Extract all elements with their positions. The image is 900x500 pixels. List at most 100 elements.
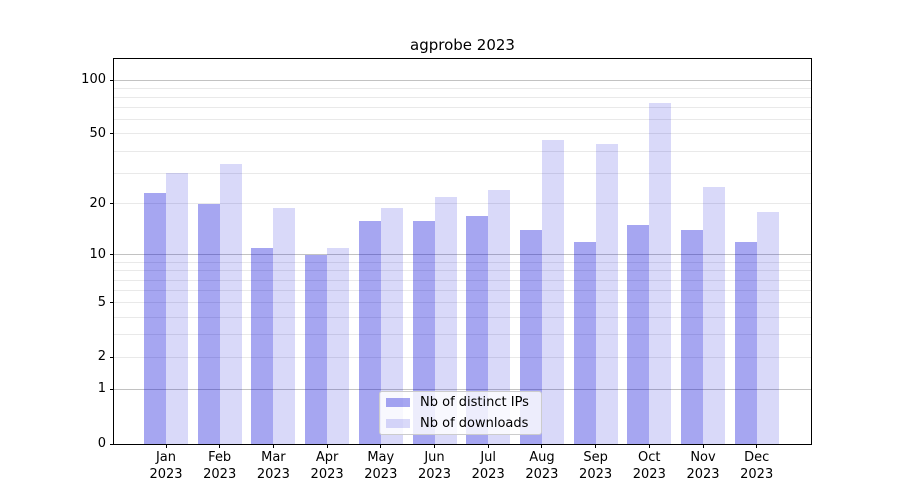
x-tick-label-oct: Oct 2023 [621, 450, 677, 483]
x-tick-label-jan: Jan 2023 [138, 450, 194, 483]
major-gridline-10 [114, 254, 811, 256]
bar-nb-of-downloads-may [380, 207, 403, 444]
x-tick-year: 2023 [525, 466, 559, 482]
minor-gridline-5 [114, 302, 811, 304]
bar-nb-of-distinct-ips-mar [251, 248, 274, 444]
x-tick-month: Jun [424, 450, 445, 465]
y-tick-label-10: 10 [89, 246, 106, 262]
minor-gridline-7 [114, 279, 811, 281]
x-tick-apr [326, 444, 328, 448]
x-tick-label-may: May 2023 [353, 450, 409, 483]
bar-nb-of-downloads-jul [488, 190, 511, 444]
bar-nb-of-distinct-ips-dec [734, 241, 757, 444]
x-tick-month: Apr [315, 450, 339, 465]
x-tick-year: 2023 [203, 466, 237, 482]
x-tick-year: 2023 [256, 466, 290, 482]
bar-nb-of-downloads-sep [595, 143, 618, 444]
x-tick-month: Nov [690, 450, 716, 465]
minor-gridline-6 [114, 290, 811, 292]
y-tick-label-2: 2 [97, 349, 106, 365]
legend-item-downloads: Nb of downloads [380, 415, 541, 433]
bar-nb-of-downloads-feb [219, 163, 242, 444]
minor-gridline-80 [114, 97, 811, 98]
minor-gridline-40 [114, 150, 811, 152]
x-tick-dec [756, 444, 758, 448]
y-tick-label-1: 1 [97, 381, 106, 397]
x-tick-jun [434, 444, 435, 448]
x-tick-year: 2023 [686, 466, 720, 482]
x-tick-may [380, 444, 382, 448]
y-tick-label-0: 0 [97, 436, 106, 451]
minor-gridline-70 [114, 107, 811, 109]
x-tick-year: 2023 [149, 466, 183, 482]
minor-gridline-50 [114, 133, 811, 135]
y-tick-label-100: 100 [81, 72, 106, 88]
bar-nb-of-distinct-ips-jul [466, 216, 489, 444]
x-tick-year: 2023 [310, 466, 344, 482]
legend-item-distinct-ips: Nb of distinct IPs [380, 394, 541, 412]
plot-frame [113, 58, 812, 445]
bar-nb-of-downloads-jun [434, 196, 457, 444]
y-tick-label-20: 20 [89, 195, 106, 211]
minor-gridline-4 [114, 316, 811, 318]
x-tick-label-dec: Dec 2023 [729, 450, 785, 483]
x-tick-year: 2023 [579, 466, 613, 482]
bar-nb-of-downloads-oct [649, 102, 672, 444]
bar-nb-of-downloads-jan [166, 173, 188, 444]
x-tick-year: 2023 [471, 466, 505, 482]
bar-nb-of-downloads-apr [327, 248, 350, 444]
y-tick-5 [110, 302, 114, 304]
x-tick-label-apr: Apr 2023 [299, 450, 355, 483]
bar-nb-of-distinct-ips-apr [305, 254, 328, 444]
y-tick-1 [110, 388, 114, 390]
x-tick-jul [487, 444, 489, 448]
x-tick-year: 2023 [632, 466, 666, 482]
legend-swatch-distinct-ips [386, 398, 410, 408]
x-tick-sep [595, 444, 597, 448]
y-tick-50 [110, 133, 114, 135]
x-tick-year: 2023 [740, 466, 774, 482]
y-tick-20 [110, 203, 114, 205]
major-gridline-100 [114, 79, 811, 81]
x-tick-year: 2023 [417, 466, 452, 482]
x-tick-label-jun: Jun 2023 [407, 450, 463, 483]
x-tick-aug [541, 444, 543, 448]
bar-nb-of-distinct-ips-oct [627, 225, 650, 444]
bar-nb-of-distinct-ips-jun [412, 220, 435, 444]
minor-gridline-8 [114, 270, 811, 272]
bar-nb-of-downloads-nov [703, 187, 725, 444]
y-tick-10 [110, 254, 114, 256]
x-tick-label-aug: Aug 2023 [514, 450, 570, 483]
bar-nb-of-downloads-dec [756, 211, 779, 444]
chart-title: agprobe 2023 [410, 36, 515, 54]
x-tick-feb [219, 444, 221, 448]
bar-nb-of-distinct-ips-feb [197, 203, 220, 444]
minor-gridline-2 [114, 356, 811, 358]
x-tick-month: Sep [583, 450, 608, 465]
x-tick-year: 2023 [364, 466, 398, 482]
x-tick-month: May [367, 450, 395, 465]
x-tick-jan [165, 444, 167, 448]
x-tick-label-nov: Nov 2023 [675, 450, 731, 483]
minor-gridline-9 [114, 261, 811, 263]
bar-nb-of-distinct-ips-sep [573, 241, 596, 444]
legend-label-downloads: Nb of downloads [420, 415, 529, 431]
minor-gridline-90 [114, 87, 811, 89]
x-tick-month: Oct [638, 450, 661, 465]
legend-label-distinct-ips: Nb of distinct IPs [420, 395, 529, 411]
legend-swatch-downloads [386, 418, 410, 428]
minor-gridline-20 [114, 203, 811, 205]
x-tick-nov [702, 444, 704, 448]
bar-nb-of-downloads-aug [541, 140, 564, 444]
y-tick-100 [110, 79, 114, 81]
x-tick-month: Mar [261, 450, 286, 465]
minor-gridline-3 [114, 334, 811, 336]
y-tick-label-50: 50 [89, 125, 106, 141]
x-tick-label-sep: Sep 2023 [568, 450, 624, 483]
major-gridline-1 [114, 388, 811, 390]
x-tick-mar [272, 444, 274, 448]
x-tick-month: Jul [480, 450, 497, 465]
bar-nb-of-downloads-mar [273, 207, 296, 444]
x-tick-label-feb: Feb 2023 [192, 450, 248, 483]
